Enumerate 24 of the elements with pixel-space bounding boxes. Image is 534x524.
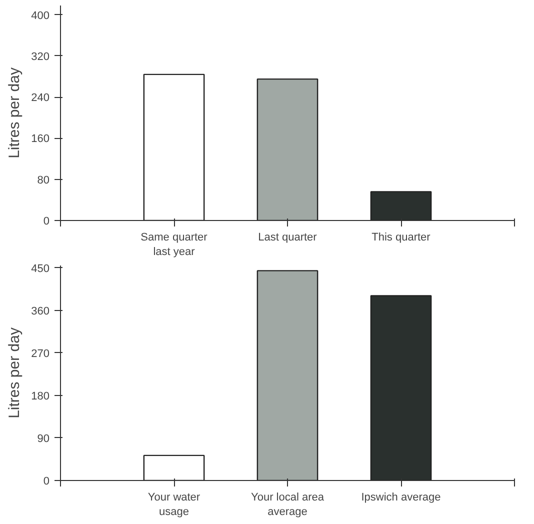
y-tick-label: 90 <box>37 432 50 445</box>
x-tick-label: Last quarter <box>258 232 318 244</box>
y-tick-label: 0 <box>43 216 50 228</box>
y-tick-label: 240 <box>31 92 50 104</box>
y-tick-label: 360 <box>31 305 50 318</box>
y-tick-label: 450 <box>31 262 50 275</box>
y-axis-title: Litres per day <box>6 67 24 158</box>
x-tick-label: Ipswich average <box>361 492 441 504</box>
y-tick-label: 80 <box>37 174 50 186</box>
bar <box>143 74 205 220</box>
x-tick-label: Your local area average <box>251 492 325 518</box>
y-tick-label: 270 <box>31 348 50 360</box>
bar <box>256 270 318 480</box>
y-tick-label: 320 <box>31 50 50 63</box>
y-axis-title: Litres per day <box>6 327 24 418</box>
y-tick-label: 160 <box>31 133 50 146</box>
y-tick-label: 180 <box>31 390 50 402</box>
y-tick-label: 0 <box>43 476 50 488</box>
bar <box>143 454 205 480</box>
x-tick-label: This quarter <box>372 232 431 244</box>
y-tick-label: 400 <box>31 10 50 22</box>
x-tick-label: Your water usage <box>148 492 200 518</box>
x-tick-label: Same quarter last year <box>140 232 208 258</box>
bar <box>256 78 318 220</box>
